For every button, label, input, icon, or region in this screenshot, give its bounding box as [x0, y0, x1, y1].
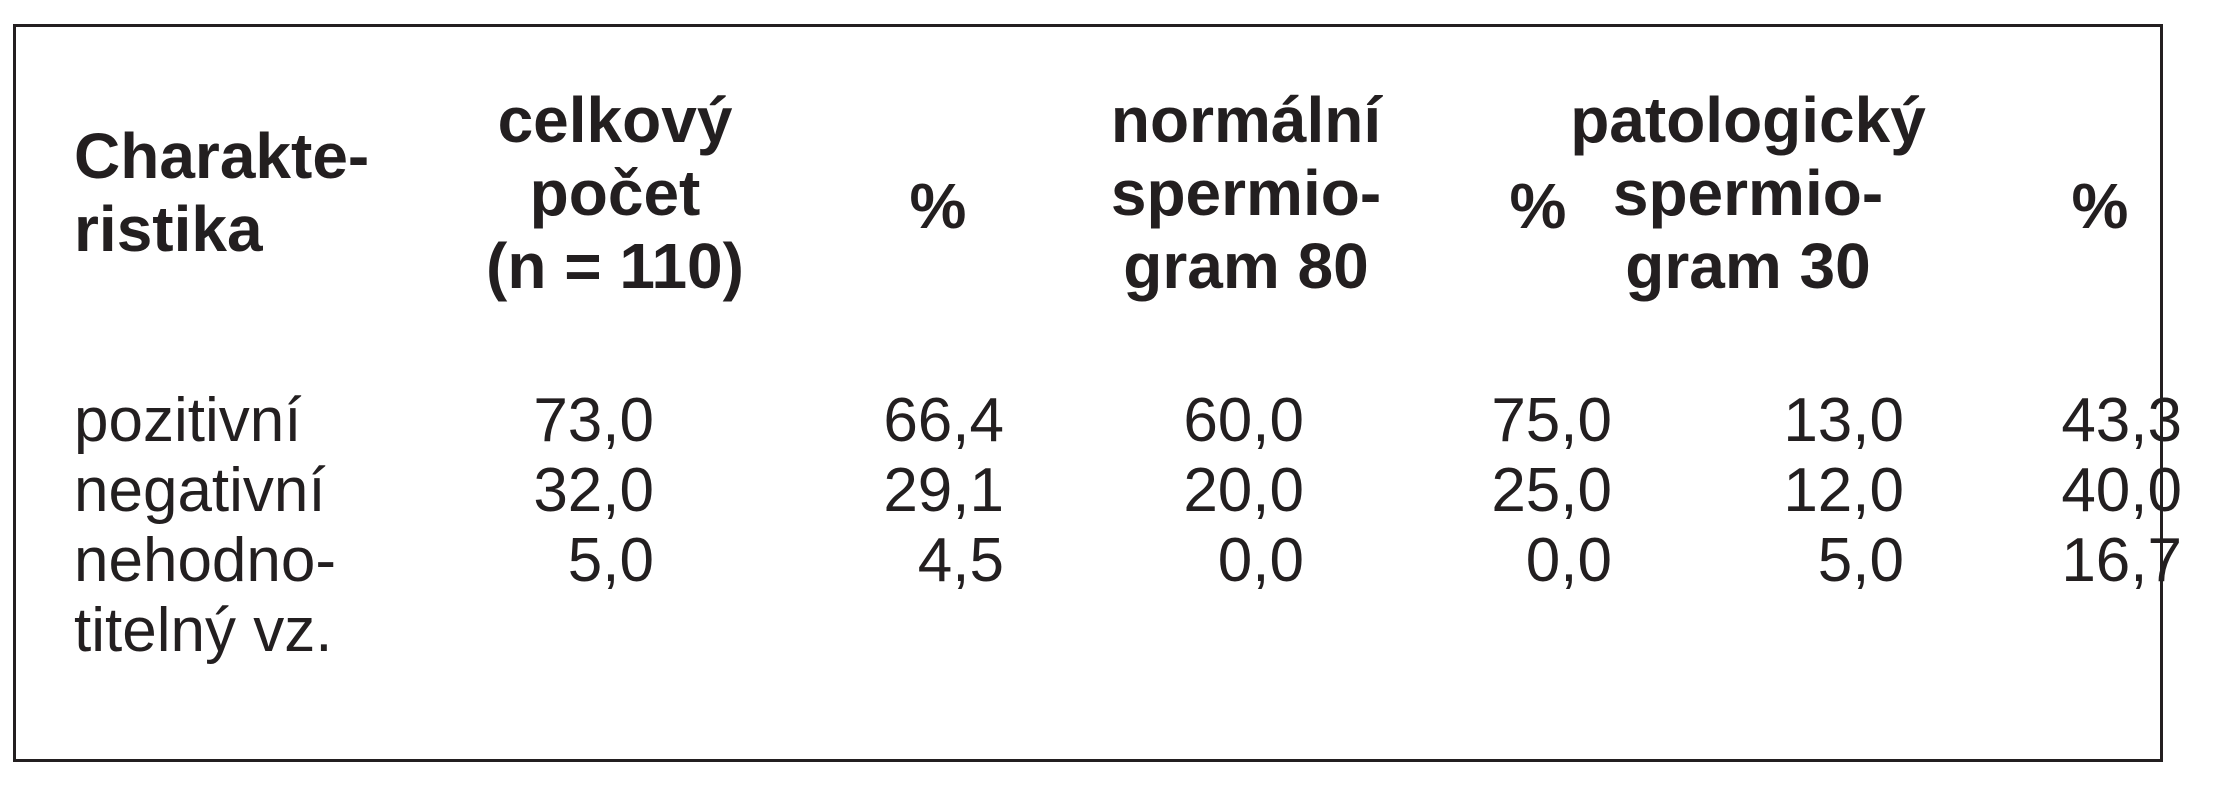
header-line: spermio-	[1612, 157, 1884, 229]
header-total-count: celkový počet (n = 110)	[486, 84, 744, 303]
row-label-line: nehodno-	[74, 526, 337, 595]
header-line: gram 30	[1625, 230, 1871, 302]
table-cell: 4,5	[917, 526, 1004, 595]
header-line: %	[909, 170, 967, 242]
table-cell: 5,0	[567, 526, 654, 595]
row-label-indeterminate: nehodno- titelný vz.	[74, 526, 336, 666]
header-normal-percent: %	[1510, 170, 1567, 243]
table-cell: 73,0	[533, 386, 654, 455]
table-cell: 32,0	[533, 456, 654, 525]
header-characteristic: Charakte- ristika	[74, 120, 369, 266]
table-cell: 16,7	[2061, 526, 2182, 595]
table-cell: 40,0	[2061, 456, 2182, 525]
table-cell: 43,3	[2061, 386, 2182, 455]
row-label-line: titelný vz.	[74, 596, 333, 665]
table-cell: 75,0	[1491, 386, 1612, 455]
header-line: normální	[1110, 84, 1382, 156]
header-normal-spermiogram: normální spermio- gram 80	[1111, 84, 1381, 303]
row-label-line: pozitivní	[74, 386, 302, 455]
table-cell: 5,0	[1817, 526, 1904, 595]
header-total-percent: %	[910, 170, 967, 243]
table-cell: 25,0	[1491, 456, 1612, 525]
table-cell: 60,0	[1183, 386, 1304, 455]
header-pathological-percent: %	[2072, 170, 2129, 243]
header-line: Charakte-	[74, 120, 370, 192]
table-frame	[13, 24, 2163, 762]
header-line: spermio-	[1110, 157, 1382, 229]
header-line: patologický	[1570, 84, 1926, 156]
header-line: gram 80	[1123, 230, 1369, 302]
header-line: celkový	[497, 84, 733, 156]
row-label-line: negativní	[74, 456, 326, 525]
header-pathological-spermiogram: patologický spermio- gram 30	[1570, 84, 1926, 303]
header-line: počet	[529, 157, 701, 229]
table-cell: 20,0	[1183, 456, 1304, 525]
table-cell: 0,0	[1525, 526, 1612, 595]
row-label-positive: pozitivní	[74, 386, 301, 456]
table-cell: 0,0	[1217, 526, 1304, 595]
table-cell: 66,4	[883, 386, 1004, 455]
row-label-negative: negativní	[74, 456, 326, 526]
header-line: ristika	[74, 193, 263, 265]
header-line: %	[2071, 170, 2129, 242]
table-cell: 13,0	[1783, 386, 1904, 455]
header-line: %	[1509, 170, 1567, 242]
header-line: (n = 110)	[486, 230, 744, 302]
table-cell: 29,1	[883, 456, 1004, 525]
table-cell: 12,0	[1783, 456, 1904, 525]
